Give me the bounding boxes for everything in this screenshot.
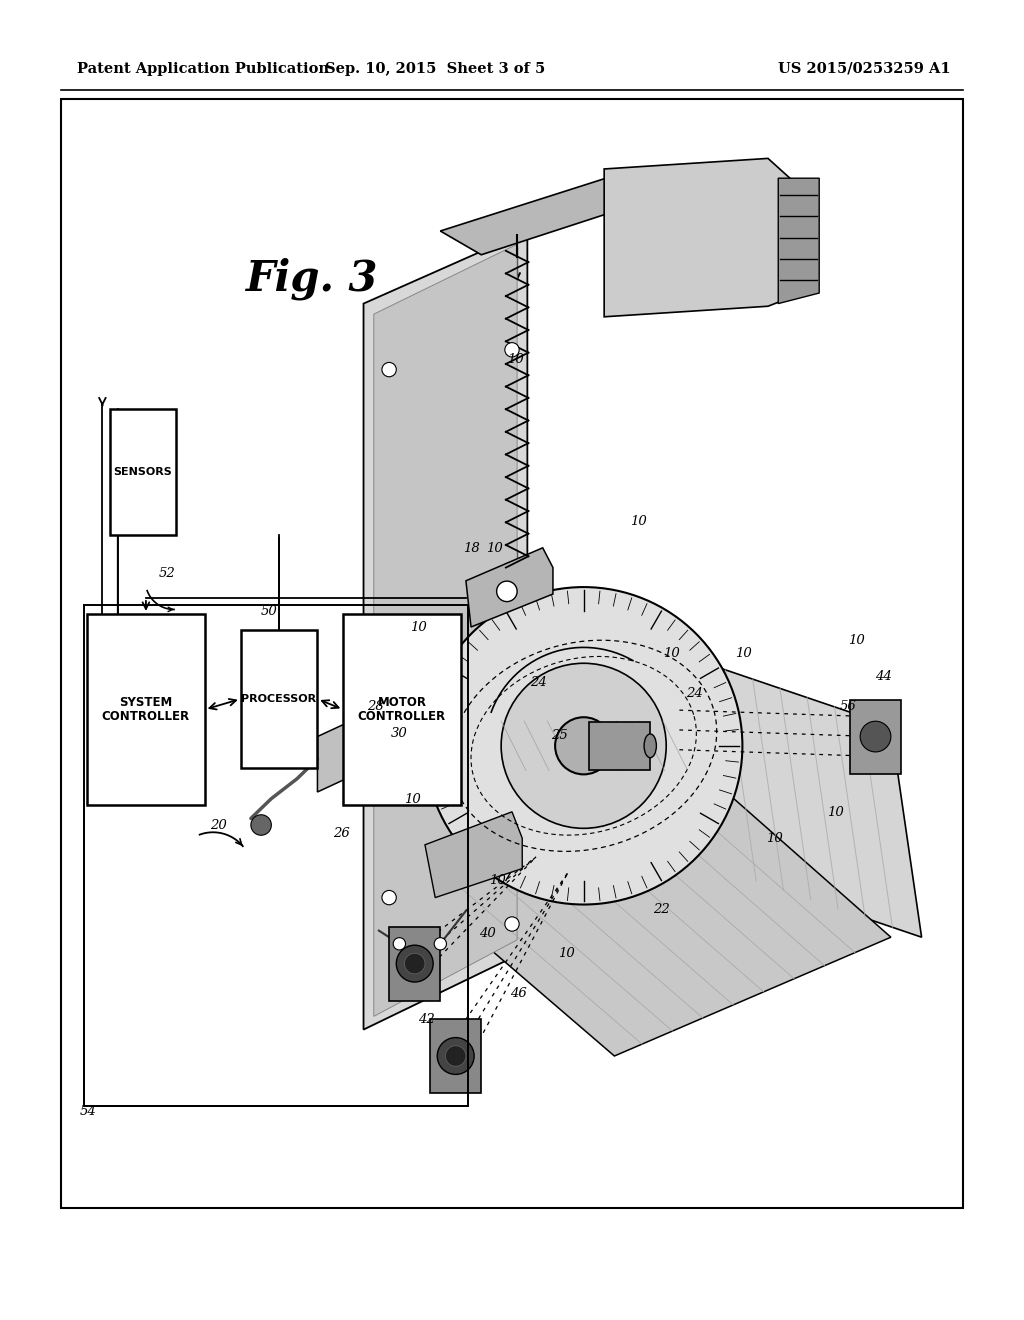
- Polygon shape: [317, 713, 440, 792]
- Text: Sep. 10, 2015  Sheet 3 of 5: Sep. 10, 2015 Sheet 3 of 5: [325, 62, 546, 75]
- Polygon shape: [778, 178, 819, 304]
- Text: 40: 40: [479, 927, 496, 940]
- Ellipse shape: [644, 734, 656, 758]
- Text: 18: 18: [463, 541, 479, 554]
- Polygon shape: [440, 169, 676, 255]
- Text: 10: 10: [827, 805, 844, 818]
- Polygon shape: [399, 766, 891, 1056]
- Circle shape: [393, 937, 406, 950]
- Polygon shape: [589, 722, 650, 770]
- Text: 52: 52: [159, 566, 175, 579]
- Circle shape: [860, 721, 891, 752]
- Text: 10: 10: [410, 620, 426, 634]
- Text: 26: 26: [333, 826, 349, 840]
- Text: US 2015/0253259 A1: US 2015/0253259 A1: [778, 62, 951, 75]
- Text: 30: 30: [391, 726, 408, 739]
- Circle shape: [396, 945, 433, 982]
- Ellipse shape: [438, 599, 739, 900]
- Text: 10: 10: [558, 946, 574, 960]
- Circle shape: [382, 363, 396, 376]
- Text: 42: 42: [418, 1012, 434, 1026]
- Text: 22: 22: [653, 903, 670, 916]
- Polygon shape: [425, 812, 522, 898]
- Text: 10: 10: [664, 647, 680, 660]
- Bar: [87, 614, 205, 805]
- Circle shape: [501, 663, 667, 829]
- Text: 10: 10: [404, 792, 421, 805]
- Text: 44: 44: [876, 669, 892, 682]
- Text: MOTOR
CONTROLLER: MOTOR CONTROLLER: [357, 696, 446, 723]
- Polygon shape: [364, 231, 527, 1030]
- Polygon shape: [374, 244, 517, 1016]
- Circle shape: [434, 937, 446, 950]
- Circle shape: [505, 343, 519, 356]
- Circle shape: [555, 717, 612, 775]
- Circle shape: [404, 953, 425, 974]
- Text: 56: 56: [840, 700, 856, 713]
- Bar: [343, 614, 461, 805]
- Text: 10: 10: [735, 647, 752, 660]
- Text: 10: 10: [630, 515, 646, 528]
- Bar: [850, 700, 901, 774]
- Circle shape: [445, 1045, 466, 1067]
- Text: 46: 46: [510, 986, 526, 999]
- Circle shape: [382, 891, 396, 904]
- Text: 10: 10: [486, 541, 503, 554]
- Circle shape: [505, 917, 519, 931]
- Text: 24: 24: [686, 686, 702, 700]
- Text: 10: 10: [507, 352, 523, 366]
- Text: 25: 25: [551, 729, 567, 742]
- Circle shape: [437, 1038, 474, 1074]
- Circle shape: [355, 729, 372, 744]
- Circle shape: [497, 581, 517, 602]
- Text: Fig. 3: Fig. 3: [246, 257, 378, 300]
- Circle shape: [251, 814, 271, 836]
- Text: 10: 10: [766, 832, 782, 845]
- Bar: [110, 409, 176, 535]
- Text: 10: 10: [848, 634, 864, 647]
- Text: SYSTEM
CONTROLLER: SYSTEM CONTROLLER: [101, 696, 190, 723]
- Text: 20: 20: [210, 818, 226, 832]
- Bar: [241, 630, 317, 768]
- Bar: [61, 99, 963, 1208]
- Polygon shape: [604, 158, 809, 317]
- Polygon shape: [466, 548, 553, 627]
- Bar: [84, 605, 468, 1106]
- Bar: [389, 927, 440, 1001]
- Text: 24: 24: [530, 676, 547, 689]
- Polygon shape: [696, 660, 922, 937]
- Text: SENSORS: SENSORS: [114, 467, 172, 477]
- Text: 28: 28: [367, 700, 383, 713]
- Text: PROCESSOR: PROCESSOR: [242, 694, 316, 704]
- Text: 10: 10: [489, 874, 506, 887]
- Text: 54: 54: [80, 1105, 96, 1118]
- Text: Patent Application Publication: Patent Application Publication: [77, 62, 329, 75]
- Bar: [430, 1019, 481, 1093]
- Circle shape: [425, 587, 742, 904]
- Text: 50: 50: [261, 605, 278, 618]
